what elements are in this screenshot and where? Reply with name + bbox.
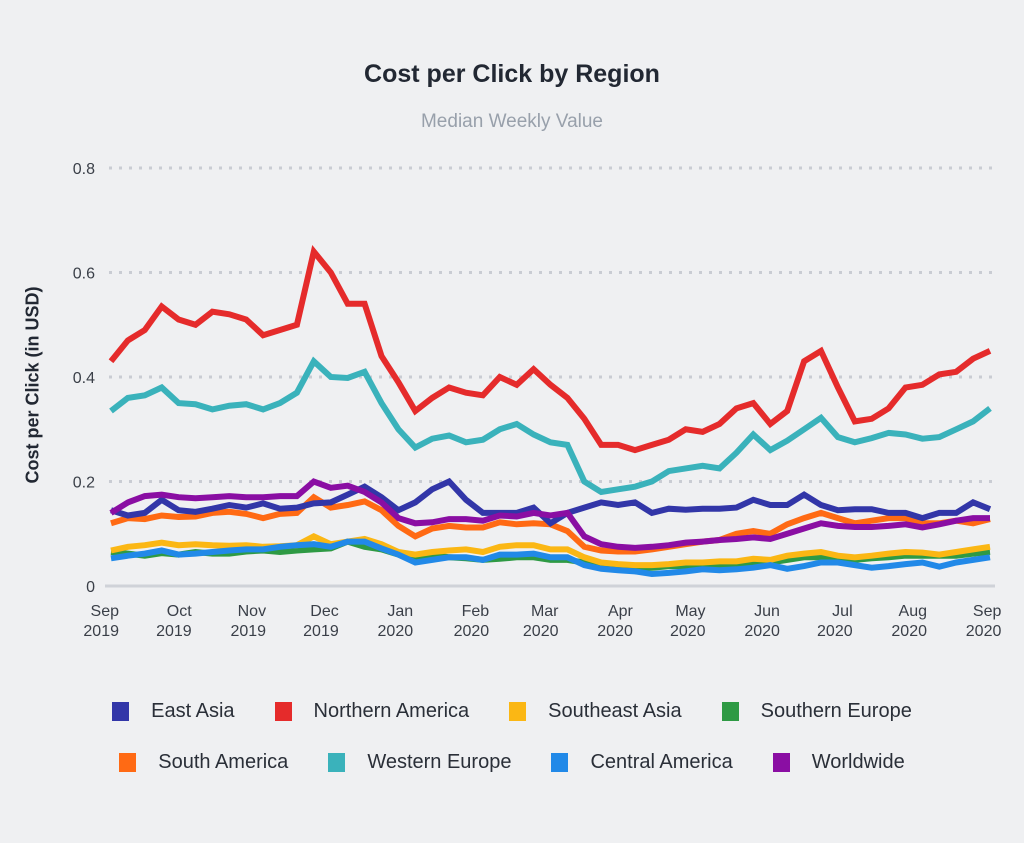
x-tick-year: 2019 (230, 623, 266, 640)
x-tick-year: 2020 (891, 623, 927, 640)
x-tick-month: Mar (531, 603, 559, 620)
series-line-central-america (110, 538, 991, 578)
legend-item-worldwide[interactable]: Worldwide (772, 751, 905, 774)
x-tick-label: Jul 2020 (817, 603, 853, 640)
x-tick-label: Sep 2020 (966, 603, 1002, 640)
series-lines (108, 244, 992, 578)
x-tick-month: Dec (310, 603, 338, 620)
legend-label: Northern America (313, 700, 470, 722)
y-tick-label: 0.2 (73, 475, 95, 492)
series-line-northern-america (108, 244, 992, 454)
legend-label: Central America (590, 751, 733, 773)
series-line-worldwide (109, 478, 990, 551)
series-line-east-asia (110, 477, 992, 528)
x-tick-month: Jun (754, 603, 780, 620)
x-tick-year: 2020 (378, 623, 414, 640)
x-tick-label: Jan 2020 (378, 603, 414, 640)
x-tick-year: 2019 (156, 623, 192, 640)
legend-row-2: South America Western Europe Central Ameri… (0, 751, 1024, 774)
legend-label: Southern Europe (760, 700, 912, 722)
x-tick-label: Aug 2020 (891, 603, 927, 640)
x-tick-year: 2020 (670, 623, 706, 640)
chart-title: Cost per Click by Region (364, 60, 660, 88)
x-tick-label: Mar 2020 (523, 603, 559, 640)
x-tick-month: Sep (91, 603, 120, 620)
x-tick-year: 2019 (83, 623, 119, 640)
x-tick-label: Apr 2020 (597, 603, 633, 640)
x-tick-year: 2020 (454, 623, 490, 640)
x-tick-label: Feb 2020 (454, 603, 490, 640)
x-tick-label: Dec 2019 (303, 603, 339, 640)
x-tick-label: Oct 2019 (156, 603, 192, 640)
legend-swatch (328, 753, 346, 772)
x-tick-month: Jul (832, 603, 852, 620)
legend-item-western-europe[interactable]: Western Europe (328, 751, 511, 774)
legend-item-southeast-asia[interactable]: Southeast Asia (509, 700, 682, 723)
legend-label: East Asia (151, 700, 235, 722)
chart-subtitle: Median Weekly Value (420, 111, 603, 132)
y-tick-label: 0.6 (73, 266, 95, 283)
legend-swatch (721, 702, 739, 721)
x-tick-month: Aug (899, 603, 927, 620)
legend-item-east-asia[interactable]: East Asia (112, 700, 235, 723)
x-tick-label: May 2020 (670, 603, 706, 640)
legend-item-southern-europe[interactable]: Southern Europe (721, 700, 912, 723)
x-axis-ticks: Sep 2019 Oct 2019 Nov 2019 Dec 2019 Jan 2020 Feb 20… (83, 603, 1001, 640)
legend-swatch (112, 702, 130, 721)
x-tick-month: Sep (973, 603, 1002, 620)
legend-swatch (274, 702, 292, 721)
legend-item-northern-america[interactable]: Northern America (274, 700, 470, 723)
legend-swatch (772, 753, 790, 772)
y-tick-label: 0 (86, 579, 95, 596)
legend-swatch (509, 702, 527, 721)
x-tick-month: Feb (462, 603, 490, 620)
y-axis-ticks: 0 0.2 0.4 0.6 0.8 (73, 161, 95, 596)
legend-label: Southeast Asia (548, 700, 682, 722)
x-tick-year: 2019 (303, 623, 339, 640)
x-tick-month: Nov (238, 603, 266, 620)
legend-swatch (119, 753, 137, 772)
legend-label: Western Europe (367, 751, 512, 773)
legend-swatch (551, 753, 569, 772)
series-line-western-europe (109, 356, 992, 496)
x-tick-year: 2020 (817, 623, 853, 640)
y-tick-label: 0.8 (73, 161, 95, 178)
x-tick-label: Nov 2019 (230, 603, 266, 640)
x-tick-month: Apr (608, 603, 634, 620)
legend-item-central-america[interactable]: Central America (551, 751, 733, 774)
x-tick-month: Oct (167, 603, 192, 620)
x-tick-year: 2020 (744, 623, 780, 640)
series-line-southeast-asia (110, 533, 991, 569)
x-tick-year: 2020 (966, 623, 1002, 640)
x-tick-month: Jan (387, 603, 413, 620)
legend-item-south-america[interactable]: South America (119, 751, 288, 774)
legend-label: South America (158, 751, 289, 773)
legend-label: Worldwide (811, 751, 905, 773)
legend-row-1: East Asia Northern America Southeast Asia S… (0, 700, 1024, 723)
x-tick-month: May (675, 603, 705, 620)
gridlines (105, 166, 995, 588)
y-tick-label: 0.4 (73, 370, 95, 387)
x-tick-year: 2020 (523, 623, 559, 640)
x-tick-label: Sep 2019 (83, 603, 119, 640)
x-tick-label: Jun 2020 (744, 603, 780, 640)
x-tick-year: 2020 (597, 623, 633, 640)
